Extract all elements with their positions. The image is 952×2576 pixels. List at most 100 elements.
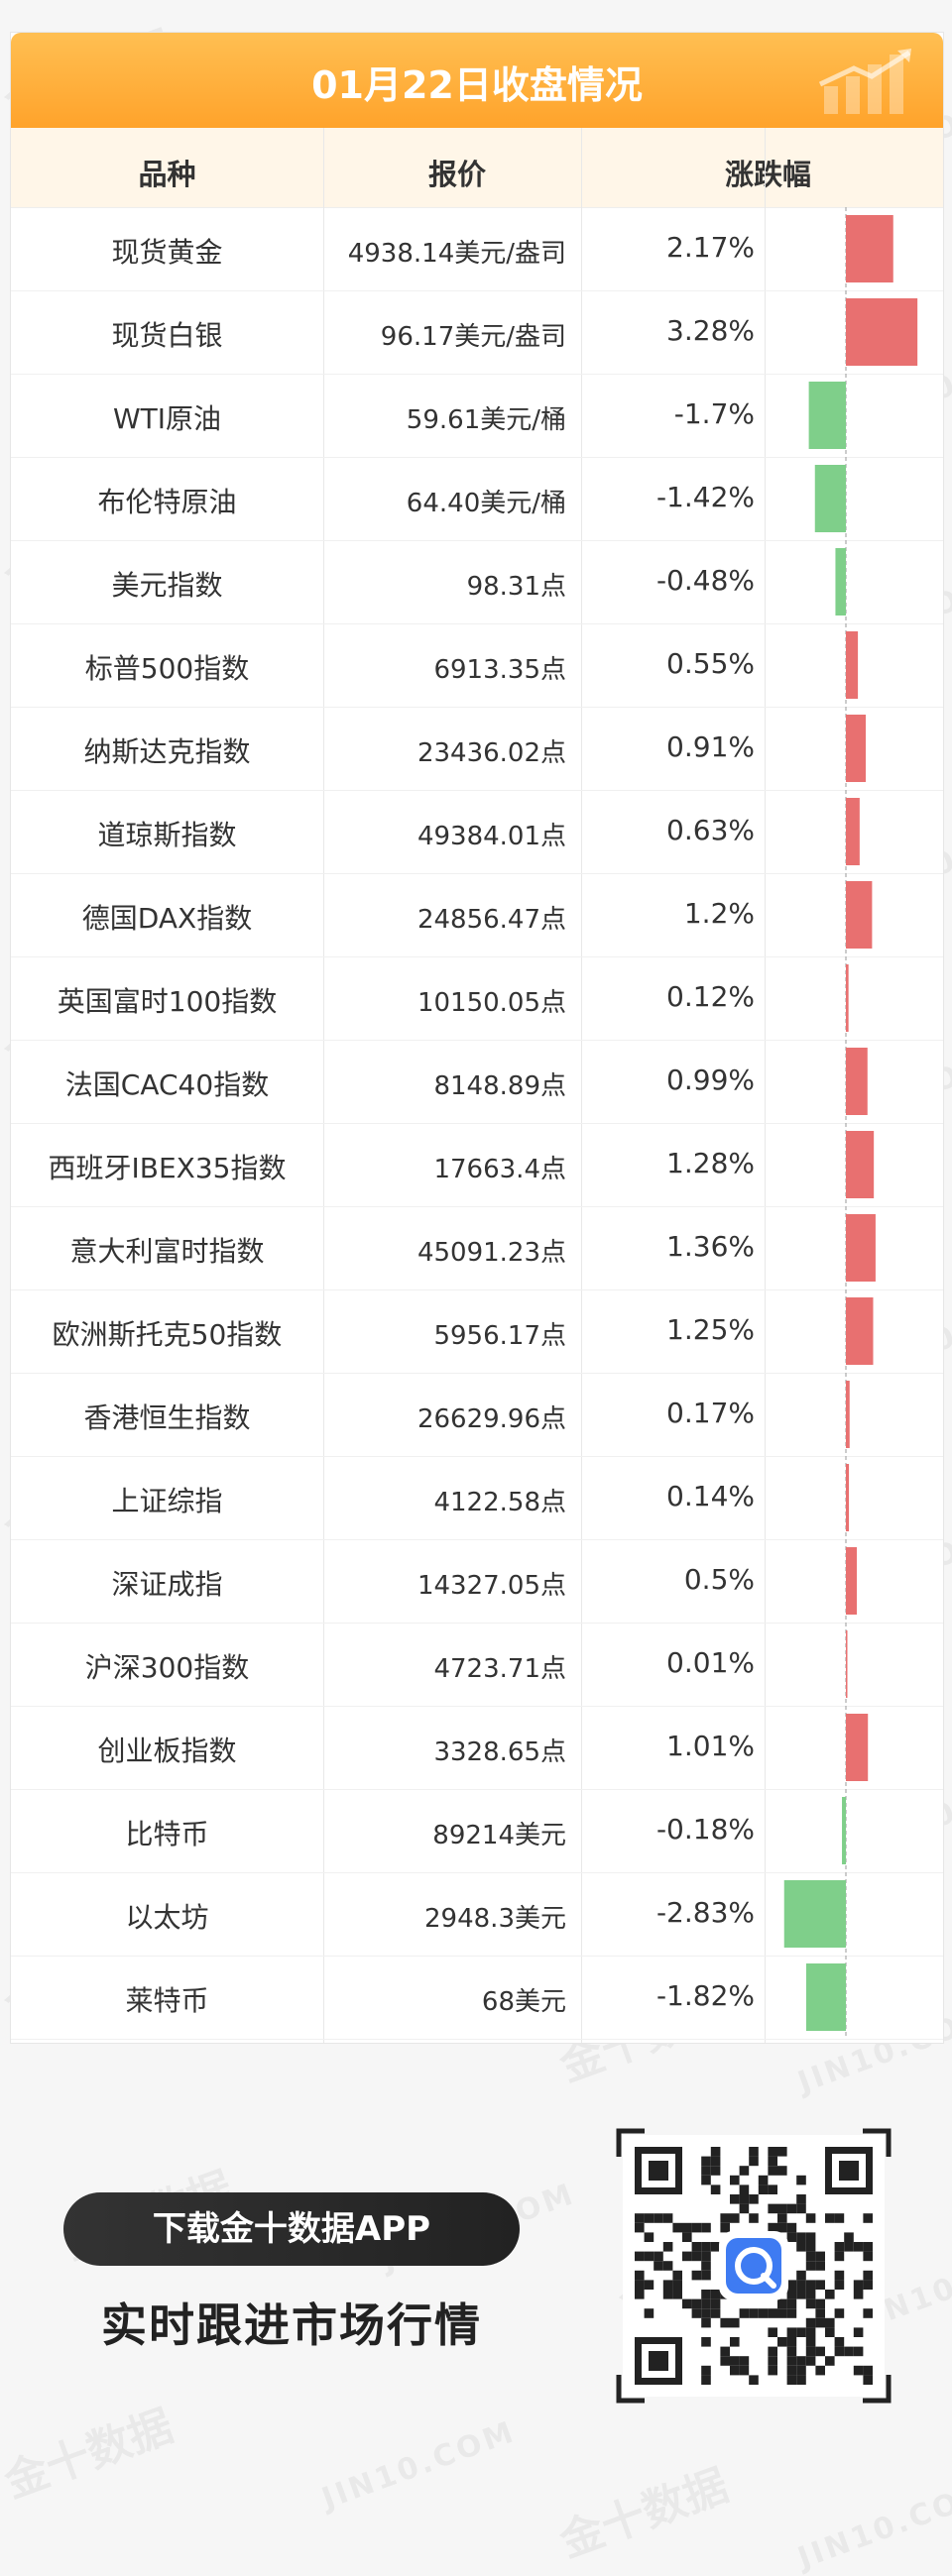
column-divider [323, 128, 324, 2043]
instrument-price: 49384.01点 [416, 822, 566, 851]
table-row: 香港恒生指数 26629.96点 0.17% [11, 1373, 943, 1457]
promo-slogan: 实时跟进市场行情 [101, 2298, 482, 2352]
table-row: 意大利富时指数 45091.23点 1.36% [11, 1206, 943, 1290]
table-row: 布伦特原油 64.40美元/桶 -1.42% [11, 457, 943, 541]
instrument-change: 1.36% [666, 1230, 755, 1263]
instrument-price: 5956.17点 [433, 1321, 566, 1351]
change-bar [846, 1630, 848, 1698]
instrument-change: 0.01% [666, 1646, 755, 1679]
instrument-name: 沪深300指数 [84, 1651, 250, 1684]
instrument-change: -1.82% [655, 1979, 755, 2012]
column-divider [765, 128, 766, 2043]
change-bar [842, 1797, 846, 1864]
instrument-name: 创业板指数 [97, 1735, 237, 1767]
instrument-name: 道琼斯指数 [97, 819, 237, 851]
instrument-change: 0.14% [666, 1480, 755, 1512]
table-header: 品种 报价 涨跌幅 [11, 128, 943, 208]
instrument-price: 59.61美元/桶 [406, 405, 566, 435]
instrument-price: 17663.4点 [433, 1155, 566, 1184]
instrument-price: 45091.23点 [416, 1238, 566, 1268]
change-bar [846, 1214, 876, 1282]
table-row: 道琼斯指数 49384.01点 0.63% [11, 790, 943, 874]
instrument-price: 23436.02点 [416, 738, 566, 768]
watermark: 金十数据 [553, 2460, 735, 2568]
table-row: 欧洲斯托克50指数 5956.17点 1.25% [11, 1289, 943, 1374]
instrument-change: 0.99% [666, 1064, 755, 1096]
table-row: 沪深300指数 4723.71点 0.01% [11, 1623, 943, 1707]
instrument-name: 法国CAC40指数 [64, 1068, 270, 1101]
instrument-price: 96.17美元/盎司 [380, 322, 566, 352]
title-bar: 01月22日收盘情况 [11, 33, 943, 128]
table-row: WTI原油 59.61美元/桶 -1.7% [11, 374, 943, 458]
header-price: 报价 [427, 158, 486, 191]
instrument-change: 1.25% [666, 1313, 755, 1346]
table-row: 以太坊 2948.3美元 -2.83% [11, 1872, 943, 1957]
change-bar [846, 964, 849, 1032]
instrument-change: 1.01% [666, 1730, 755, 1762]
instrument-price: 4723.71点 [433, 1654, 566, 1684]
table-row: 美元指数 98.31点 -0.48% [11, 540, 943, 624]
instrument-change: -0.48% [655, 564, 755, 597]
table-row: 上证综指 4122.58点 0.14% [11, 1456, 943, 1540]
instrument-change: 2.17% [666, 231, 755, 264]
page-title: 01月22日收盘情况 [311, 63, 643, 107]
instrument-name: 西班牙IBEX35指数 [48, 1152, 287, 1184]
instrument-change: 1.2% [683, 897, 755, 930]
change-bar [805, 1963, 846, 2031]
rising-chart-icon [818, 49, 911, 114]
header-name: 品种 [138, 158, 196, 191]
instrument-name: 标普500指数 [84, 652, 250, 685]
instrument-name: 英国富时100指数 [57, 985, 278, 1018]
watermark: 金十数据 [0, 2401, 179, 2509]
download-app-button[interactable]: 下载金十数据APP [63, 2192, 520, 2266]
change-bar [846, 1547, 857, 1615]
column-divider [581, 128, 582, 2043]
instrument-price: 89214美元 [432, 1821, 566, 1850]
change-bar [846, 1714, 869, 1781]
change-bar [814, 465, 846, 532]
instrument-name: 现货白银 [111, 319, 223, 352]
instrument-name: 现货黄金 [111, 236, 223, 269]
table-row: 比特币 89214美元 -0.18% [11, 1789, 943, 1873]
change-bar [783, 1880, 846, 1948]
instrument-price: 68美元 [481, 1987, 566, 2017]
market-close-card: 01月22日收盘情况 品种 报价 涨跌幅 现货黄金 4938.14美元/盎司 2.1… [10, 32, 944, 2044]
instrument-name: 以太坊 [125, 1901, 209, 1934]
instrument-name: 意大利富时指数 [69, 1235, 265, 1268]
change-bar [846, 1131, 875, 1198]
change-bar [846, 1381, 850, 1448]
change-bar [835, 548, 846, 616]
instrument-change: 0.55% [666, 647, 755, 680]
change-bar [846, 1297, 874, 1365]
qr-code [616, 2128, 892, 2404]
instrument-name: 莱特币 [125, 1984, 209, 2017]
instrument-price: 6913.35点 [433, 655, 566, 685]
instrument-change: -2.83% [655, 1896, 755, 1929]
instrument-change: -1.7% [673, 397, 755, 430]
change-bar [846, 881, 873, 949]
instrument-price: 10150.05点 [416, 988, 566, 1018]
instrument-price: 14327.05点 [416, 1571, 566, 1601]
instrument-price: 4938.14美元/盎司 [347, 239, 566, 269]
change-bar [846, 715, 867, 782]
table-row: 德国DAX指数 24856.47点 1.2% [11, 873, 943, 957]
instrument-change: 0.63% [666, 814, 755, 846]
table-row: 西班牙IBEX35指数 17663.4点 1.28% [11, 1123, 943, 1207]
table-row: 法国CAC40指数 8148.89点 0.99% [11, 1040, 943, 1124]
instrument-name: 欧洲斯托克50指数 [52, 1318, 283, 1351]
instrument-price: 8148.89点 [433, 1071, 566, 1101]
instrument-price: 4122.58点 [433, 1488, 566, 1517]
instrument-change: 0.5% [683, 1563, 755, 1596]
watermark: JIN10.COM [793, 2474, 952, 2576]
instrument-price: 3328.65点 [433, 1737, 566, 1767]
change-bar [846, 1464, 850, 1531]
instrument-name: 比特币 [125, 1818, 209, 1850]
instrument-price: 24856.47点 [416, 905, 566, 935]
instrument-name: 上证综指 [111, 1485, 223, 1517]
instrument-change: 0.17% [666, 1397, 755, 1429]
table-row: 莱特币 68美元 -1.82% [11, 1956, 943, 2040]
table-row: 现货黄金 4938.14美元/盎司 2.17% [11, 207, 943, 291]
instrument-price: 26629.96点 [416, 1404, 566, 1434]
instrument-change: 1.28% [666, 1147, 755, 1179]
change-bar [846, 631, 859, 699]
